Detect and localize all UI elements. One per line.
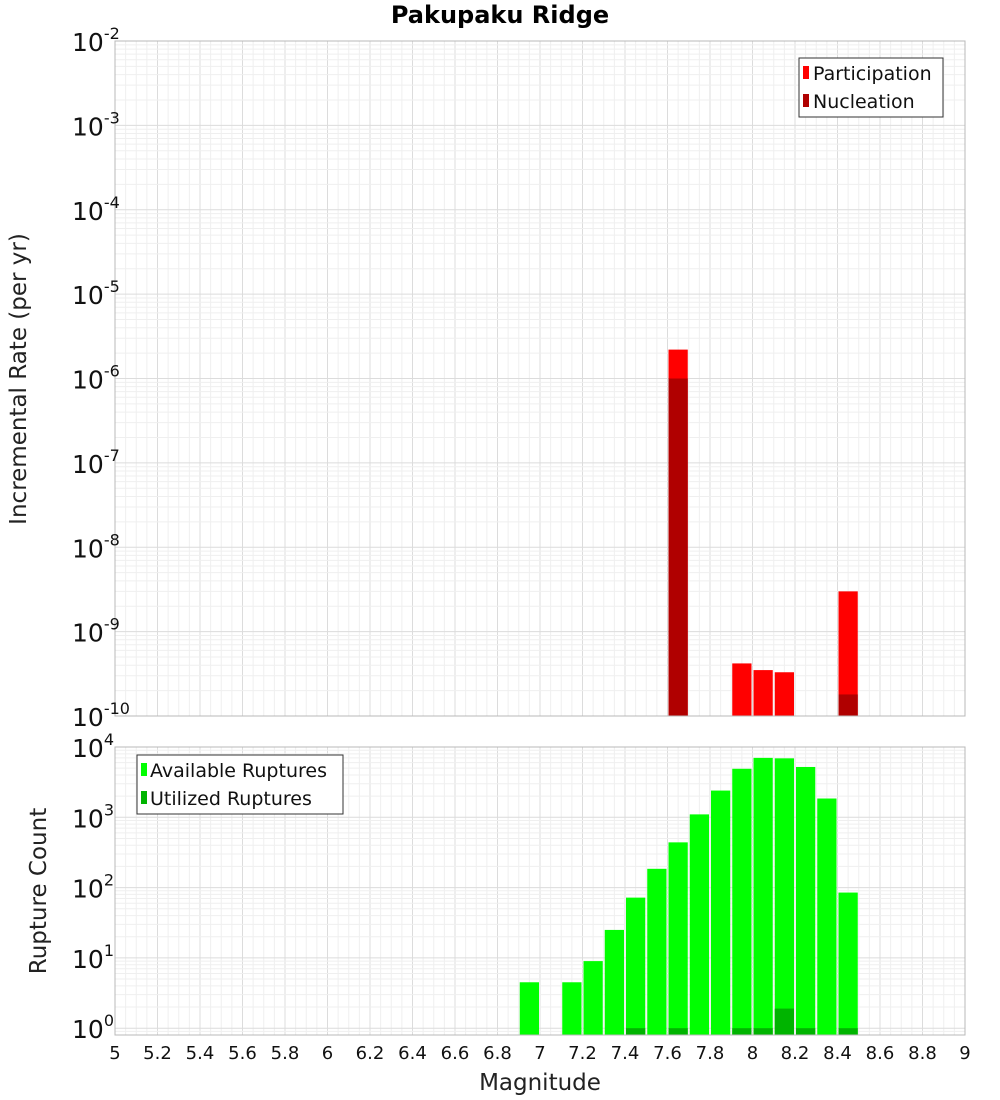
magnitude-x-tick-label: 9 — [959, 1043, 970, 1064]
rupture-y-tick-label: 104 — [72, 730, 114, 763]
rate-y-axis-label: Incremental Rate (per yr) — [6, 233, 32, 525]
rupture-bar-available-ruptures — [817, 798, 837, 1035]
rupture-bar-available-ruptures — [583, 961, 603, 1035]
rupture-y-tick-label: 101 — [72, 941, 114, 974]
rate-y-tick-label: 10-7 — [72, 446, 120, 479]
magnitude-x-tick-label: 8.2 — [781, 1043, 810, 1064]
rupture-bar-utilized-ruptures — [838, 1028, 858, 1035]
participation-legend-label: Participation — [813, 63, 932, 85]
rate-legend: Participation Nucleation — [798, 57, 944, 118]
rupture-bar-utilized-ruptures — [626, 1028, 646, 1035]
rupture-bar-utilized-ruptures — [774, 1008, 794, 1035]
rupture-y-tick-label: 100 — [72, 1011, 114, 1044]
rupture-plot-border — [114, 746, 966, 1036]
rupture-bar-available-ruptures — [689, 814, 709, 1035]
utilized-legend-swatch — [141, 791, 147, 804]
rupture-bar-utilized-ruptures — [796, 1028, 816, 1035]
rate-y-tick-label: 10-4 — [72, 193, 120, 226]
rupture-bar-available-ruptures — [732, 768, 752, 1035]
rate-y-tick-label: 10-6 — [72, 362, 120, 395]
rupture-bars — [519, 757, 858, 1035]
rate-y-tick-label: 10-2 — [72, 24, 120, 57]
rate-bar-participation — [732, 663, 752, 716]
chart-title: Pakupaku Ridge — [391, 1, 609, 29]
rupture-legend: Available Ruptures Utilized Ruptures — [136, 754, 344, 815]
rate-bar-participation — [838, 591, 858, 716]
rupture-y-ticks: 104 103 102 101 100 — [72, 730, 114, 1044]
available-legend-swatch — [141, 763, 147, 776]
rupture-bar-available-ruptures — [647, 868, 667, 1035]
rupture-bar-available-ruptures — [774, 758, 794, 1035]
rate-y-tick-label: 10-3 — [72, 108, 120, 141]
rupture-bar-utilized-ruptures — [753, 1028, 773, 1035]
magnitude-x-tick-label: 5.2 — [143, 1043, 172, 1064]
participation-legend-swatch — [803, 66, 809, 79]
rate-y-tick-label: 10-5 — [72, 277, 120, 310]
available-legend-label: Available Ruptures — [150, 760, 327, 782]
rate-bars — [668, 349, 858, 716]
magnitude-x-tick-label: 6.8 — [483, 1043, 512, 1064]
rate-y-tick-label: 10-8 — [72, 530, 120, 563]
rupture-bar-available-ruptures — [711, 790, 731, 1035]
rupture-y-tick-label: 102 — [72, 871, 114, 904]
rate-bar-nucleation — [668, 378, 688, 716]
nucleation-legend-swatch — [803, 94, 809, 107]
magnitude-x-tick-label: 7.4 — [611, 1043, 640, 1064]
magnitude-x-tick-label: 7.8 — [696, 1043, 725, 1064]
magnitude-x-tick-label: 6.6 — [441, 1043, 470, 1064]
rate-y-tick-label: 10-9 — [72, 615, 120, 648]
magnitude-x-tick-label: 7.2 — [568, 1043, 597, 1064]
rate-legend-box — [798, 57, 944, 118]
rate-bar-participation — [774, 672, 794, 716]
magnitude-x-tick-label: 6.2 — [356, 1043, 385, 1064]
rupture-bar-utilized-ruptures — [732, 1028, 752, 1035]
magnitude-x-tick-label: 7 — [534, 1043, 545, 1064]
rate-gridlines — [114, 40, 966, 717]
rupture-bar-available-ruptures — [604, 929, 624, 1035]
magnitude-x-tick-label: 8.6 — [866, 1043, 895, 1064]
rate-panel: 10-2 10-3 10-4 10-5 10-6 10-7 10-8 10-9 10-10 In… — [6, 24, 966, 732]
rupture-bar-available-ruptures — [753, 757, 773, 1035]
rate-bar-participation — [753, 670, 773, 716]
rate-y-tick-label: 10-10 — [72, 699, 130, 732]
rupture-y-axis-label: Rupture Count — [26, 808, 52, 974]
magnitude-x-tick-label: 5.8 — [271, 1043, 300, 1064]
rate-bar-nucleation — [838, 694, 858, 716]
magnitude-x-tick-label: 6.4 — [398, 1043, 427, 1064]
magnitude-x-ticks: 5 5.2 5.4 5.6 5.8 6 6.2 6.4 6.6 6.8 7 7.2 7.4 7.6 7.8 8… — [109, 1043, 970, 1064]
magnitude-x-tick-label: 5 — [109, 1043, 120, 1064]
rupture-bar-available-ruptures — [519, 982, 539, 1035]
magnitude-x-tick-label: 5.4 — [186, 1043, 215, 1064]
rupture-bar-available-ruptures — [796, 766, 816, 1035]
magnitude-x-tick-label: 7.6 — [653, 1043, 682, 1064]
rupture-bar-available-ruptures — [626, 897, 646, 1035]
rupture-bar-available-ruptures — [668, 842, 688, 1035]
magnitude-x-tick-label: 6 — [322, 1043, 333, 1064]
magnitude-x-tick-label: 8.4 — [823, 1043, 852, 1064]
rupture-bar-available-ruptures — [838, 892, 858, 1035]
rate-plot-border — [114, 40, 966, 717]
x-axis-label: Magnitude — [479, 1070, 601, 1096]
magnitude-x-tick-label: 8.8 — [908, 1043, 937, 1064]
utilized-legend-label: Utilized Ruptures — [150, 788, 312, 810]
rupture-bar-available-ruptures — [562, 982, 582, 1035]
rupture-y-tick-label: 103 — [72, 800, 114, 833]
nucleation-legend-label: Nucleation — [813, 91, 915, 113]
rupture-panel: 104 103 102 101 100 5 5.2 5.4 5.6 5.8 6 6.2 6.4 6.6 6… — [26, 730, 971, 1096]
magnitude-x-tick-label: 5.6 — [228, 1043, 257, 1064]
rupture-bar-utilized-ruptures — [668, 1028, 688, 1035]
magnitude-x-tick-label: 8 — [747, 1043, 758, 1064]
rupture-legend-box — [136, 754, 344, 815]
